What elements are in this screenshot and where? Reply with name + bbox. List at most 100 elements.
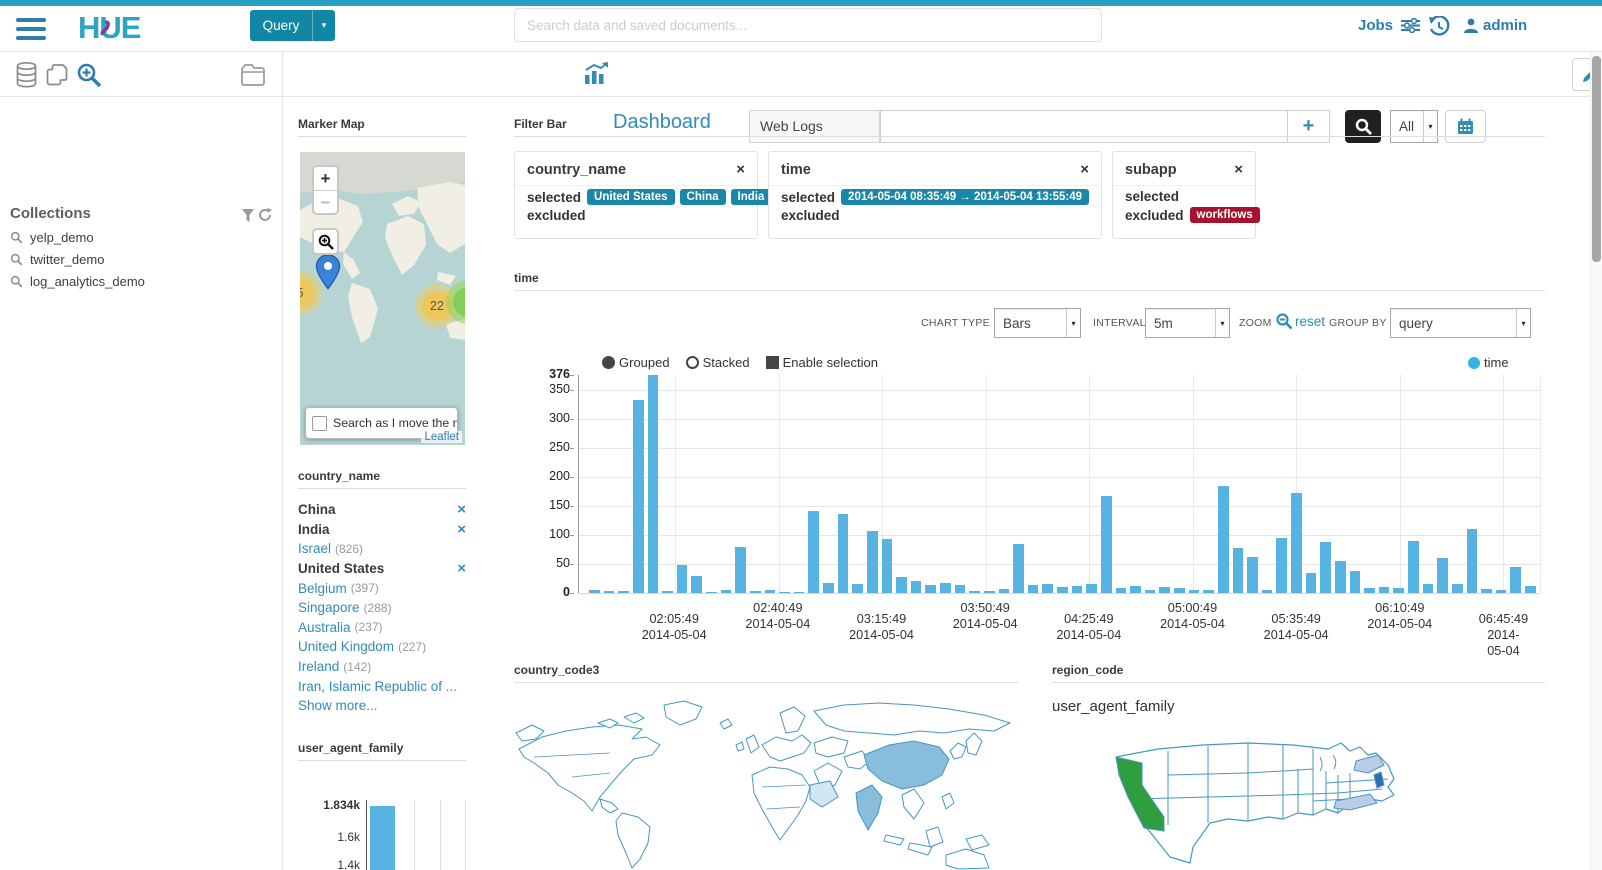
map-magnify-button[interactable] (312, 228, 339, 255)
map-zoom-in-button[interactable]: + (320, 169, 331, 188)
user-menu[interactable]: admin (1464, 17, 1527, 34)
facet-item-label[interactable]: Ireland (298, 659, 340, 675)
time-chart-bar[interactable] (1130, 586, 1141, 593)
time-chart-bar[interactable] (720, 589, 732, 593)
interval-select[interactable]: 5m ▾ (1145, 308, 1230, 338)
chevron-down-icon[interactable]: ▾ (312, 10, 335, 41)
time-chart-bar[interactable] (866, 530, 878, 593)
time-chart-bar[interactable] (1232, 547, 1244, 593)
user-agent-chart-bar[interactable] (370, 806, 395, 870)
remove-filter-icon[interactable]: × (457, 501, 466, 519)
time-chart-bar[interactable] (1320, 541, 1331, 593)
us-map-north-carolina-highlight[interactable] (1333, 793, 1378, 811)
selected-filter-pill[interactable]: 2014-05-04 08:35:49 → 2014-05-04 13:55:4… (841, 189, 1090, 205)
time-chart-bar[interactable] (1525, 586, 1536, 593)
time-chart-bar[interactable] (1144, 589, 1156, 593)
time-chart-bar[interactable] (837, 513, 849, 593)
global-search-input[interactable] (514, 8, 1102, 42)
date-range-button[interactable] (1445, 110, 1486, 143)
time-chart-bar[interactable] (1042, 584, 1053, 593)
time-chart-bar[interactable] (603, 591, 615, 593)
close-icon[interactable]: × (1080, 161, 1089, 178)
marker-map[interactable]: 5 22 2 + − (300, 152, 465, 445)
time-chart-bar[interactable] (632, 399, 644, 593)
facet-item[interactable]: Show more... (298, 696, 466, 716)
facet-item[interactable]: Belgium (397) (298, 578, 466, 598)
selected-filter-pill[interactable]: India (730, 189, 772, 205)
collection-item[interactable]: log_analytics_demo (10, 274, 145, 289)
time-chart-bar[interactable] (1027, 585, 1039, 593)
time-chart-bar[interactable] (1451, 584, 1463, 593)
time-chart-bar[interactable] (881, 538, 893, 593)
time-chart-bar[interactable] (808, 510, 819, 593)
zoom-out-icon[interactable] (1276, 313, 1292, 329)
time-chart-bar[interactable] (735, 547, 746, 593)
time-chart-bar[interactable] (1437, 558, 1448, 593)
filter-funnel-icon[interactable] (242, 209, 254, 222)
time-chart-bar[interactable] (1188, 589, 1200, 593)
history-icon[interactable] (1428, 16, 1450, 38)
close-icon[interactable]: × (1234, 161, 1243, 178)
time-chart-bar[interactable] (1393, 588, 1404, 593)
time-chart-bar[interactable] (823, 582, 834, 593)
selected-filter-pill[interactable]: China (679, 189, 726, 205)
add-facet-button[interactable]: + (1287, 111, 1329, 142)
facet-item-label[interactable]: Belgium (298, 580, 347, 596)
time-chart-bar[interactable] (1100, 495, 1112, 593)
time-chart-bar[interactable] (1247, 557, 1258, 593)
us-states-map[interactable] (1098, 735, 1428, 870)
facet-item[interactable]: Iran, Islamic Republic of ... (298, 676, 466, 696)
time-chart-bar[interactable] (1203, 590, 1214, 593)
hamburger-menu-icon[interactable] (16, 18, 46, 40)
dashboard-search-button[interactable] (1345, 110, 1381, 143)
close-icon[interactable]: × (736, 161, 745, 178)
time-chart-bar[interactable] (1174, 587, 1185, 593)
time-chart-bar[interactable] (647, 375, 659, 593)
legend-stacked[interactable]: Stacked (685, 355, 750, 370)
refresh-icon[interactable] (258, 208, 272, 222)
facet-item-label[interactable]: Singapore (298, 600, 360, 616)
time-chart-bar[interactable] (940, 582, 951, 593)
database-icon[interactable] (16, 62, 37, 88)
us-map-california-highlight[interactable] (1115, 756, 1165, 832)
collection-item[interactable]: yelp_demo (10, 230, 94, 245)
facet-item[interactable]: Ireland (142) (298, 657, 466, 677)
hue-logo[interactable]: HUE (78, 10, 188, 50)
time-chart-bar[interactable] (1481, 588, 1492, 593)
time-chart-bar[interactable] (1334, 561, 1346, 593)
time-chart-bar[interactable] (676, 565, 688, 593)
facet-item-label[interactable]: Show more... (298, 698, 378, 714)
facet-item-label[interactable]: United Kingdom (298, 639, 395, 655)
time-chart-bar[interactable] (1013, 543, 1024, 593)
time-chart-bar[interactable] (1378, 587, 1390, 593)
world-map-saudi-highlight[interactable] (809, 780, 839, 808)
chart-type-select[interactable]: Bars ▾ (994, 308, 1081, 338)
facet-item-label[interactable]: Israel (298, 541, 332, 557)
time-chart-bar[interactable] (1071, 586, 1083, 593)
facet-item[interactable]: Israel (826) (298, 539, 466, 559)
query-button[interactable]: Query ▾ (250, 10, 335, 41)
us-map-new-york-highlight[interactable] (1353, 754, 1385, 774)
selected-filter-pill[interactable]: United States (587, 189, 675, 205)
collection-name-box[interactable]: Web Logs (749, 110, 880, 143)
time-chart-bar[interactable] (1495, 590, 1507, 593)
time-chart-bar[interactable] (1349, 570, 1361, 593)
time-chart-bar[interactable] (910, 581, 922, 593)
map-cluster[interactable]: 5 (300, 271, 322, 315)
leaflet-attribution-link[interactable]: Leaflet (421, 431, 462, 443)
zoom-reset-link[interactable]: reset (1295, 314, 1326, 329)
scope-select[interactable]: All ▾ (1390, 110, 1438, 143)
remove-filter-icon[interactable]: × (457, 560, 466, 578)
time-chart-bar[interactable] (1408, 540, 1419, 593)
time-chart-bar[interactable] (1510, 566, 1521, 593)
time-chart-bar[interactable] (1217, 485, 1229, 593)
facet-item-label[interactable]: Australia (298, 619, 351, 635)
world-map-china-highlight[interactable] (863, 740, 950, 790)
time-chart-bar[interactable] (1276, 537, 1287, 593)
time-chart-bar[interactable] (618, 591, 629, 593)
time-chart-bar[interactable] (1159, 587, 1170, 593)
jobs-link[interactable]: Jobs (1358, 17, 1421, 34)
time-chart-bar[interactable] (1261, 589, 1273, 593)
facet-item[interactable]: India × (298, 520, 466, 540)
time-chart-bar[interactable] (691, 576, 702, 593)
